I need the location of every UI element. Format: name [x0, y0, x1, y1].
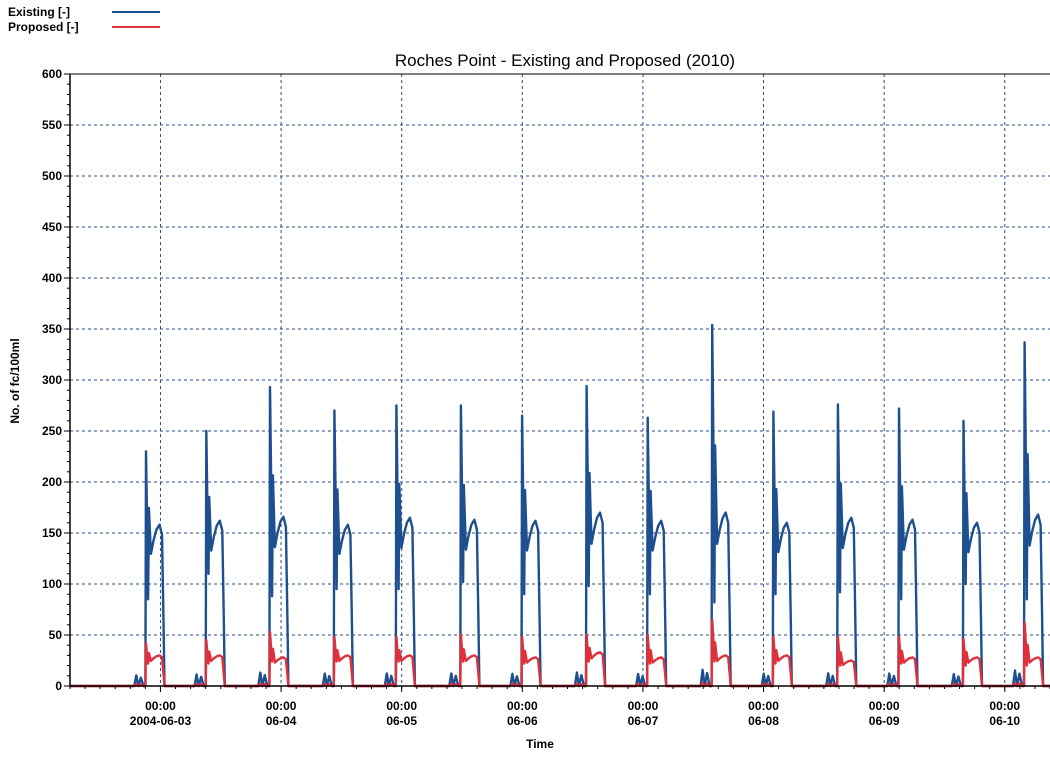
- grid-layer: [70, 74, 1050, 686]
- x-axis-label: Time: [526, 737, 554, 751]
- legend: Existing [-] Proposed [-]: [8, 4, 160, 34]
- y-tick-label-150: 150: [42, 526, 62, 540]
- series-line-existing: [70, 325, 1050, 686]
- y-tick-label-50: 50: [49, 628, 63, 642]
- x-tick-label-date-4: 06-07: [628, 714, 659, 728]
- x-tick-label-date-1: 06-04: [266, 714, 297, 728]
- y-tick-label-400: 400: [42, 271, 62, 285]
- chart-title: Roches Point - Existing and Proposed (20…: [395, 51, 735, 70]
- x-tick-label-time-5: 00:00: [748, 699, 779, 713]
- x-tick-label-date-6: 06-09: [869, 714, 900, 728]
- x-tick-label-date-5: 06-08: [748, 714, 779, 728]
- y-tick-label-200: 200: [42, 475, 62, 489]
- x-tick-label-time-3: 00:00: [507, 699, 538, 713]
- x-tick-label-time-7: 00:00: [989, 699, 1020, 713]
- x-tick-label-time-0: 00:00: [145, 699, 176, 713]
- y-tick-label-300: 300: [42, 373, 62, 387]
- y-axis-label: No. of fc/100ml: [8, 338, 22, 423]
- x-tick-label-date-2: 06-05: [386, 714, 417, 728]
- x-tick-label-time-4: 00:00: [628, 699, 659, 713]
- y-tick-label-600: 600: [42, 67, 62, 81]
- y-tick-label-250: 250: [42, 424, 62, 438]
- x-tick-label-date-7: 06-10: [989, 714, 1020, 728]
- legend-swatch-proposed: [112, 26, 160, 28]
- y-tick-label-100: 100: [42, 577, 62, 591]
- y-tick-label-450: 450: [42, 220, 62, 234]
- series-layer: [70, 325, 1050, 686]
- legend-label-proposed: Proposed [-]: [8, 20, 112, 34]
- y-tick-label-500: 500: [42, 169, 62, 183]
- legend-label-existing: Existing [-]: [8, 5, 112, 19]
- series-line-proposed: [70, 620, 1050, 686]
- legend-swatch-existing: [112, 11, 160, 13]
- legend-item-existing[interactable]: Existing [-]: [8, 4, 160, 19]
- x-tick-label-time-2: 00:00: [386, 699, 417, 713]
- tick-layer: 0 50 100 150 200 250 300 350 400 450 500 550 600 00:0…: [42, 67, 1020, 728]
- y-tick-label-0: 0: [55, 679, 62, 693]
- legend-item-proposed[interactable]: Proposed [-]: [8, 19, 160, 34]
- y-tick-label-550: 550: [42, 118, 62, 132]
- x-tick-label-time-1: 00:00: [266, 699, 297, 713]
- x-tick-label-date-3: 06-06: [507, 714, 538, 728]
- x-tick-label-date-0: 2004-06-03: [130, 714, 192, 728]
- y-tick-label-350: 350: [42, 322, 62, 336]
- x-tick-label-time-6: 00:00: [869, 699, 900, 713]
